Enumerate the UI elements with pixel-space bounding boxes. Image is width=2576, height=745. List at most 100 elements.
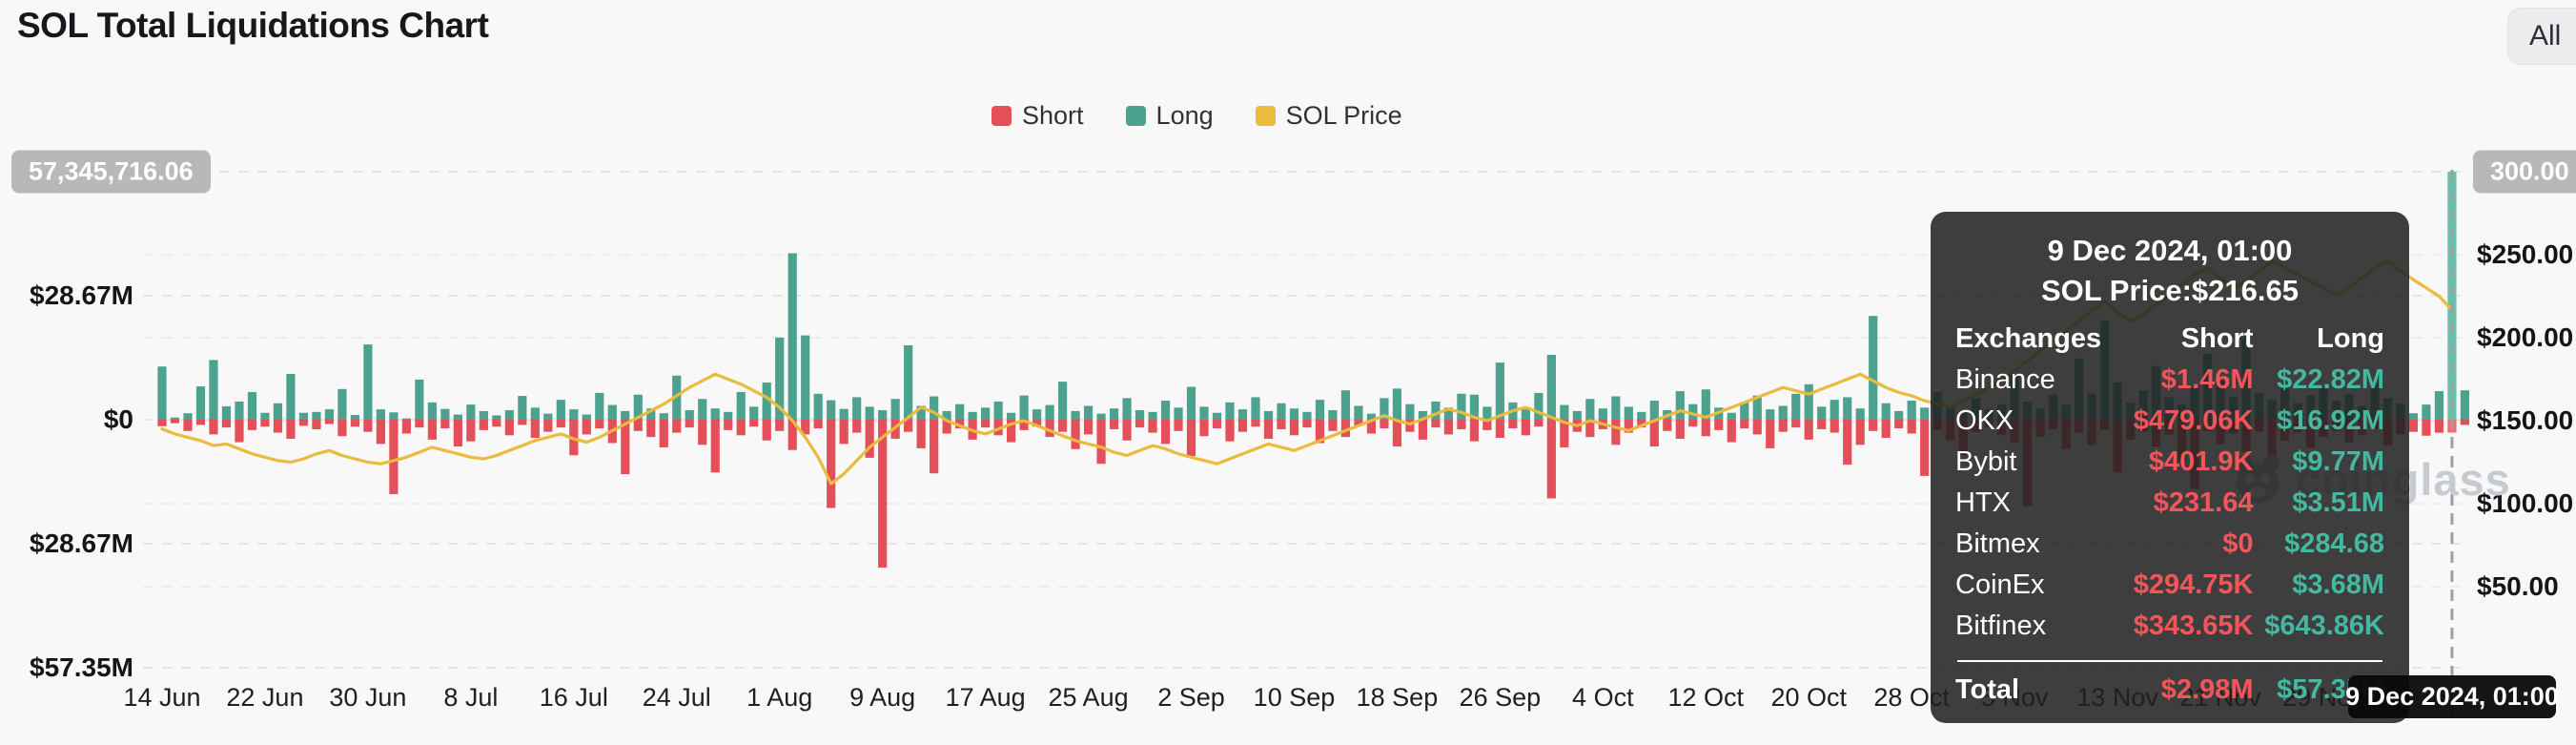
short-bar[interactable] xyxy=(1637,420,1646,428)
short-bar[interactable] xyxy=(1251,420,1260,427)
short-bar[interactable] xyxy=(183,420,193,431)
short-bar[interactable] xyxy=(312,420,321,429)
short-bar[interactable] xyxy=(492,420,501,427)
long-bar[interactable] xyxy=(1843,397,1852,420)
short-bar[interactable] xyxy=(1122,420,1132,441)
long-bar[interactable] xyxy=(247,391,257,420)
long-bar[interactable] xyxy=(1315,400,1325,420)
long-bar[interactable] xyxy=(286,373,296,420)
short-bar[interactable] xyxy=(1083,420,1094,435)
long-bar[interactable] xyxy=(1521,409,1530,420)
long-bar[interactable] xyxy=(1688,404,1698,420)
long-bar[interactable] xyxy=(607,404,617,420)
long-bar[interactable] xyxy=(1007,412,1016,420)
short-bar[interactable] xyxy=(787,420,797,450)
long-bar[interactable] xyxy=(1302,411,1312,420)
long-bar[interactable] xyxy=(170,417,180,420)
long-bar[interactable] xyxy=(209,360,218,420)
short-bar[interactable] xyxy=(221,420,232,428)
long-bar[interactable] xyxy=(1032,409,1042,420)
short-bar[interactable] xyxy=(916,420,926,448)
long-bar[interactable] xyxy=(1560,404,1569,420)
long-bar[interactable] xyxy=(775,337,785,420)
long-bar[interactable] xyxy=(389,412,399,420)
long-bar[interactable] xyxy=(646,408,656,420)
short-bar[interactable] xyxy=(904,420,913,432)
short-bar[interactable] xyxy=(1855,420,1865,445)
long-bar[interactable] xyxy=(415,379,424,420)
short-bar[interactable] xyxy=(852,420,862,433)
short-bar[interactable] xyxy=(440,420,450,429)
short-bar[interactable] xyxy=(582,420,591,435)
long-bar[interactable] xyxy=(1482,406,1492,420)
long-bar[interactable] xyxy=(1894,410,1904,420)
short-bar[interactable] xyxy=(942,420,951,434)
short-bar[interactable] xyxy=(1186,420,1196,457)
short-bar[interactable] xyxy=(595,420,604,429)
short-bar[interactable] xyxy=(518,420,527,425)
long-bar[interactable] xyxy=(2460,390,2470,420)
short-bar[interactable] xyxy=(1237,420,1248,432)
short-bar[interactable] xyxy=(930,420,939,474)
short-bar[interactable] xyxy=(1135,420,1145,428)
long-bar[interactable] xyxy=(827,400,836,420)
long-bar[interactable] xyxy=(1135,410,1145,420)
long-bar[interactable] xyxy=(1766,409,1775,420)
long-bar[interactable] xyxy=(1122,398,1132,420)
long-bar[interactable] xyxy=(942,410,951,420)
short-bar[interactable] xyxy=(1263,420,1274,439)
short-bar[interactable] xyxy=(710,420,720,473)
long-bar[interactable] xyxy=(981,407,991,420)
short-bar[interactable] xyxy=(1907,420,1916,434)
short-bar[interactable] xyxy=(1534,420,1544,427)
short-bar[interactable] xyxy=(1894,420,1904,429)
long-bar[interactable] xyxy=(1752,395,1762,420)
long-bar[interactable] xyxy=(890,399,900,420)
long-bar[interactable] xyxy=(2434,391,2444,420)
short-bar[interactable] xyxy=(466,420,476,442)
short-bar[interactable] xyxy=(1289,420,1299,436)
long-bar[interactable] xyxy=(1791,393,1801,420)
short-bar[interactable] xyxy=(724,420,733,430)
long-bar[interactable] xyxy=(724,411,733,420)
short-bar[interactable] xyxy=(2434,420,2444,433)
long-bar[interactable] xyxy=(569,409,579,420)
short-bar[interactable] xyxy=(1740,420,1749,429)
short-bar[interactable] xyxy=(1495,420,1504,439)
short-bar[interactable] xyxy=(1405,420,1415,432)
short-bar[interactable] xyxy=(1469,420,1479,442)
short-bar[interactable] xyxy=(1032,420,1042,427)
short-bar[interactable] xyxy=(1521,420,1530,436)
short-bar[interactable] xyxy=(1443,420,1453,435)
long-bar[interactable] xyxy=(556,400,565,420)
short-bar[interactable] xyxy=(453,420,462,447)
short-bar[interactable] xyxy=(1418,420,1428,440)
long-bar[interactable] xyxy=(1546,354,1556,420)
long-bar[interactable] xyxy=(1199,406,1209,420)
long-bar[interactable] xyxy=(1225,402,1235,420)
short-bar[interactable] xyxy=(298,420,309,426)
long-bar[interactable] xyxy=(1380,398,1389,420)
short-bar[interactable] xyxy=(1778,420,1788,432)
long-bar[interactable] xyxy=(1469,394,1479,420)
long-bar[interactable] xyxy=(955,404,965,420)
long-bar[interactable] xyxy=(1057,382,1068,420)
short-bar[interactable] xyxy=(736,420,746,436)
long-bar[interactable] xyxy=(401,418,411,420)
short-bar[interactable] xyxy=(273,420,283,433)
short-bar[interactable] xyxy=(479,420,488,430)
long-bar[interactable] xyxy=(1572,410,1582,420)
short-bar[interactable] xyxy=(209,420,218,435)
short-bar[interactable] xyxy=(247,420,257,430)
short-bar[interactable] xyxy=(827,420,836,508)
long-bar[interactable] xyxy=(1174,407,1183,420)
long-bar[interactable] xyxy=(312,411,321,420)
long-bar[interactable] xyxy=(968,411,977,420)
long-bar[interactable] xyxy=(1405,404,1415,420)
short-bar[interactable] xyxy=(260,420,270,427)
short-bar[interactable] xyxy=(1675,420,1685,439)
short-bar[interactable] xyxy=(762,420,771,441)
long-bar[interactable] xyxy=(1637,411,1646,420)
short-bar[interactable] xyxy=(504,420,514,436)
short-bar[interactable] xyxy=(1714,420,1724,430)
